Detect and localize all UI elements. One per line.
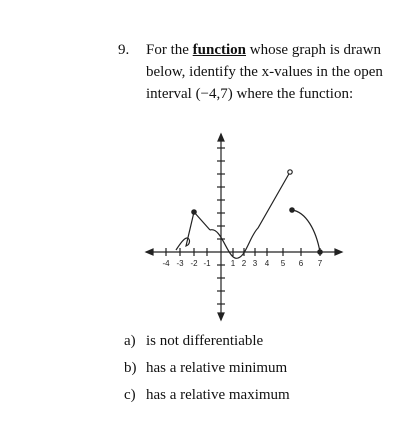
x-tick-label: 1 bbox=[231, 259, 236, 268]
x-tick-label: 3 bbox=[253, 259, 258, 268]
x-tick-label: -4 bbox=[162, 259, 170, 268]
x-tick-label: -2 bbox=[190, 259, 198, 268]
part-label: a) bbox=[124, 333, 136, 349]
question-number: 9. bbox=[118, 42, 130, 58]
curve bbox=[175, 211, 195, 251]
curve bbox=[193, 211, 211, 231]
keyword: function bbox=[192, 42, 247, 58]
x-tick-label: 2 bbox=[242, 259, 247, 268]
part: c) has a relative maximum bbox=[124, 387, 290, 414]
part-label: b) bbox=[124, 360, 137, 376]
arrow bbox=[217, 312, 225, 322]
part-text: has a relative maximum bbox=[146, 387, 290, 403]
x-tick-label: -1 bbox=[203, 259, 211, 268]
curve bbox=[291, 209, 321, 253]
x-tick-label: 7 bbox=[318, 259, 323, 268]
part: a) is not differentiable bbox=[124, 333, 290, 360]
parts: a) is not differentiable b) has a relative … bbox=[124, 333, 290, 414]
x-tick-label: 5 bbox=[281, 259, 286, 268]
x-tick-label: -3 bbox=[176, 259, 184, 268]
arrow bbox=[217, 132, 225, 142]
x-tick-label: 4 bbox=[265, 259, 270, 268]
part-text: is not differentiable bbox=[146, 333, 264, 349]
arrow bbox=[334, 248, 344, 256]
open-point bbox=[287, 169, 293, 175]
part-label: c) bbox=[124, 387, 136, 403]
y-ticks bbox=[217, 147, 225, 305]
x-tick-label: 6 bbox=[299, 259, 304, 268]
text: whose graph is drawn below, identify the… bbox=[146, 42, 383, 102]
part-text: has a relative minimum bbox=[146, 360, 288, 376]
arrow bbox=[144, 248, 154, 256]
part: b) has a relative minimum bbox=[124, 360, 290, 387]
curve bbox=[209, 171, 291, 259]
prefix: For the bbox=[146, 42, 189, 58]
closed-point bbox=[191, 209, 197, 215]
closed-point bbox=[289, 207, 295, 213]
question-text: For the function whose graph is drawn be… bbox=[146, 39, 396, 105]
